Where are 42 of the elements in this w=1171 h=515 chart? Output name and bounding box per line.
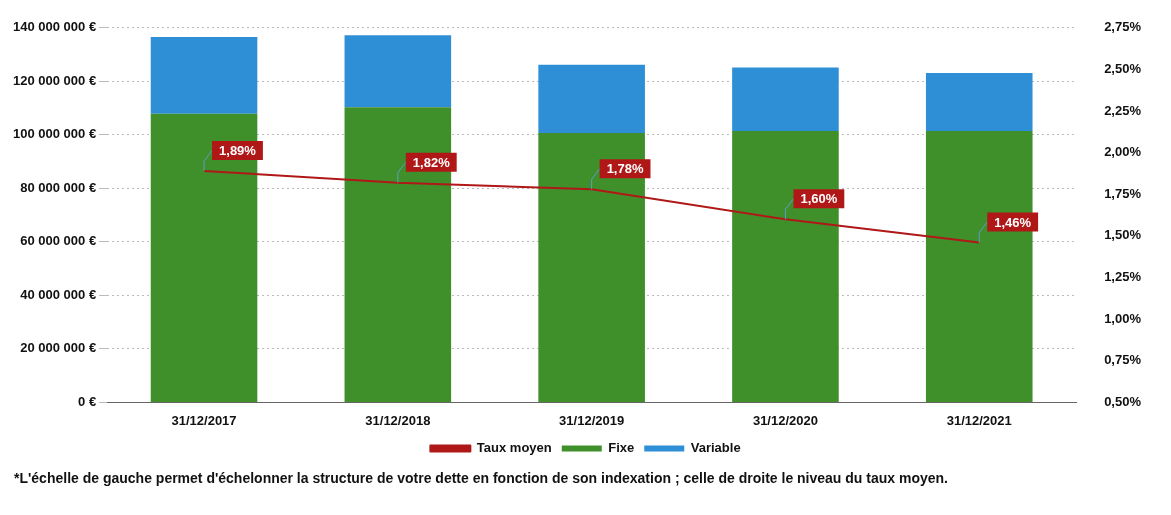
y-tick-label: 140 000 000 € [12,19,97,35]
y2-tick-label: 1,50% [1104,227,1142,243]
y-tick-label: 0 € [78,393,97,409]
x-tick-label: 31/12/2020 [752,412,818,428]
bar [538,132,645,402]
y2-tick-label: 1,75% [1104,185,1142,201]
y-tick-label: 60 000 000 € [20,233,97,249]
data-label: 1,60% [800,191,838,207]
bar [150,36,258,114]
legend-label: Fixe [608,440,635,456]
y-tick-label: 120 000 000 € [12,72,97,88]
x-tick-label: 31/12/2019 [559,412,625,428]
x-tick-label: 31/12/2017 [171,412,237,428]
bar [925,131,1033,402]
y2-tick-label: 2,00% [1104,144,1142,160]
data-label: 1,46% [994,214,1032,230]
data-label: 1,82% [412,154,451,170]
x-tick-label: 31/12/2021 [946,412,1012,428]
bar [538,64,645,133]
y2-tick-label: 0,50% [1104,393,1142,409]
y-tick-label: 40 000 000 € [20,286,97,302]
y-tick-label: 100 000 000 € [12,126,97,142]
data-label: 1,89% [219,143,257,159]
y2-tick-label: 2,50% [1104,61,1142,76]
y2-tick-label: 1,25% [1104,269,1142,285]
y-tick-label: 80 000 000 € [20,179,97,195]
bar [732,67,839,132]
y2-tick-label: 2,25% [1104,102,1142,118]
text: *L'échelle de gauche permet d'échelonner la structure de votre dette en fonction de son indexation ; celle de droite le niveau du taux moyen. [14,470,949,486]
y2-tick-label: 2,75% [1104,19,1142,35]
y2-tick-label: 1,00% [1104,310,1142,326]
bar [150,113,258,402]
y2-tick-label: 0,75% [1104,352,1142,368]
y-tick-label: 20 000 000 € [20,340,97,356]
bar [732,131,839,402]
x-tick-label: 31/12/2018 [365,412,431,428]
legend-label: Variable [690,440,741,456]
bar [344,107,452,402]
bar [344,35,452,108]
bar [925,73,1033,132]
data-label: 1,78% [606,161,644,177]
legend-label: Taux moyen [476,440,552,456]
